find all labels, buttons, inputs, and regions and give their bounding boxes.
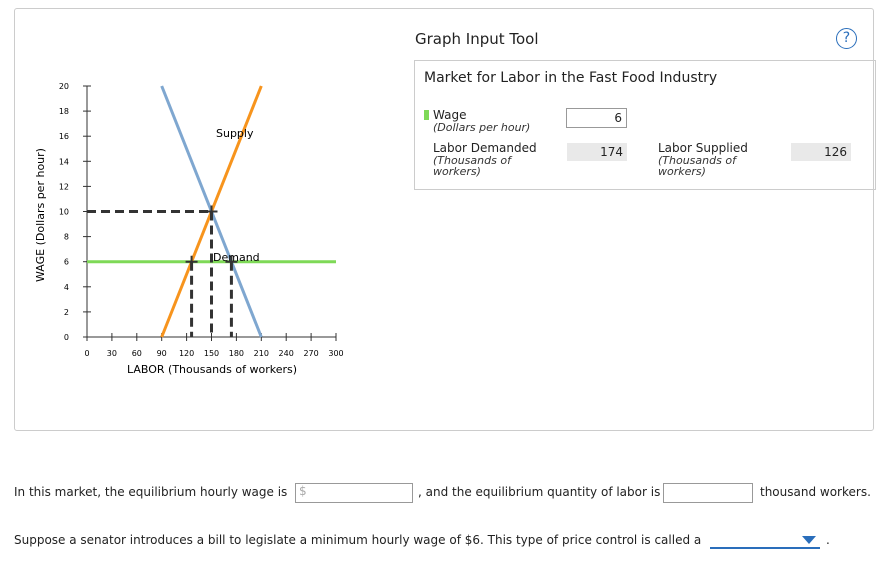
tool-box: [414, 60, 876, 190]
demanded-label: Labor Demanded: [433, 141, 537, 155]
supplied-unit: (Thousands of workers): [658, 154, 736, 178]
question-text: Suppose a senator introduces a bill to l…: [14, 533, 702, 547]
help-button[interactable]: ?: [836, 28, 857, 49]
x-tick-label: 60: [132, 349, 142, 358]
supplied-value: 126: [791, 143, 851, 161]
dropdown-arrow: [802, 536, 816, 544]
x-tick-label: 300: [328, 349, 343, 358]
point-marker: [185, 255, 198, 268]
question-text: In this market, the equilibrium hourly w…: [14, 485, 288, 499]
x-tick-label: 180: [229, 349, 244, 358]
y-tick-label: 2: [64, 308, 69, 317]
y-tick-label: 12: [59, 182, 69, 191]
x-tick-label: 210: [254, 349, 269, 358]
x-tick-label: 270: [303, 349, 318, 358]
wage-label: Wage: [433, 108, 467, 122]
wage-answer[interactable]: $: [295, 483, 413, 503]
x-tick-label: 0: [84, 349, 89, 358]
market-title: Market for Labor in the Fast Food Indust…: [424, 70, 718, 86]
y-tick-label: 16: [59, 132, 69, 141]
curve-label: Demand: [213, 251, 260, 264]
y-tick-label: 18: [59, 107, 69, 116]
y-tick-label: 14: [59, 157, 69, 166]
dropdown[interactable]: [710, 533, 820, 549]
question-text: , and the equilibrium quantity of labor …: [418, 485, 661, 499]
tool-title: Graph Input Tool: [415, 30, 539, 48]
y-axis-label: WAGE (Dollars per hour): [34, 148, 47, 282]
wage-unit: (Dollars per hour): [433, 121, 531, 134]
x-tick-label: 120: [179, 349, 194, 358]
y-tick-label: 10: [59, 208, 69, 217]
wage-swatch: [424, 110, 429, 120]
point-marker: [225, 255, 238, 268]
supplied-label: Labor Supplied: [658, 141, 748, 155]
x-tick-label: 240: [279, 349, 294, 358]
x-tick-label: 30: [107, 349, 117, 358]
wage-input[interactable]: 6: [566, 108, 627, 128]
y-tick-label: 6: [64, 258, 69, 267]
x-tick-label: 150: [204, 349, 219, 358]
y-tick-label: 8: [64, 233, 69, 242]
chart: 0 2 4 6 8 10 12 14 16 18 20 0 30 60 90 120 150 180 210 240 2…: [34, 82, 344, 376]
y-tick-label: 0: [64, 333, 69, 342]
x-tick-label: 90: [157, 349, 167, 358]
y-tick-label: 4: [64, 283, 69, 292]
graph-panel: [14, 8, 874, 431]
demanded-value: 174: [567, 143, 627, 161]
x-axis-label: LABOR (Thousands of workers): [127, 363, 297, 376]
quantity-answer[interactable]: [663, 483, 753, 503]
demanded-unit: (Thousands of workers): [433, 154, 511, 178]
dollar-sign: $: [299, 484, 307, 498]
y-tick-label: 20: [59, 82, 69, 91]
point-marker: [205, 205, 218, 218]
question-text: thousand workers.: [760, 485, 871, 499]
curve-label: Supply: [216, 127, 254, 140]
question-text: .: [826, 533, 830, 547]
